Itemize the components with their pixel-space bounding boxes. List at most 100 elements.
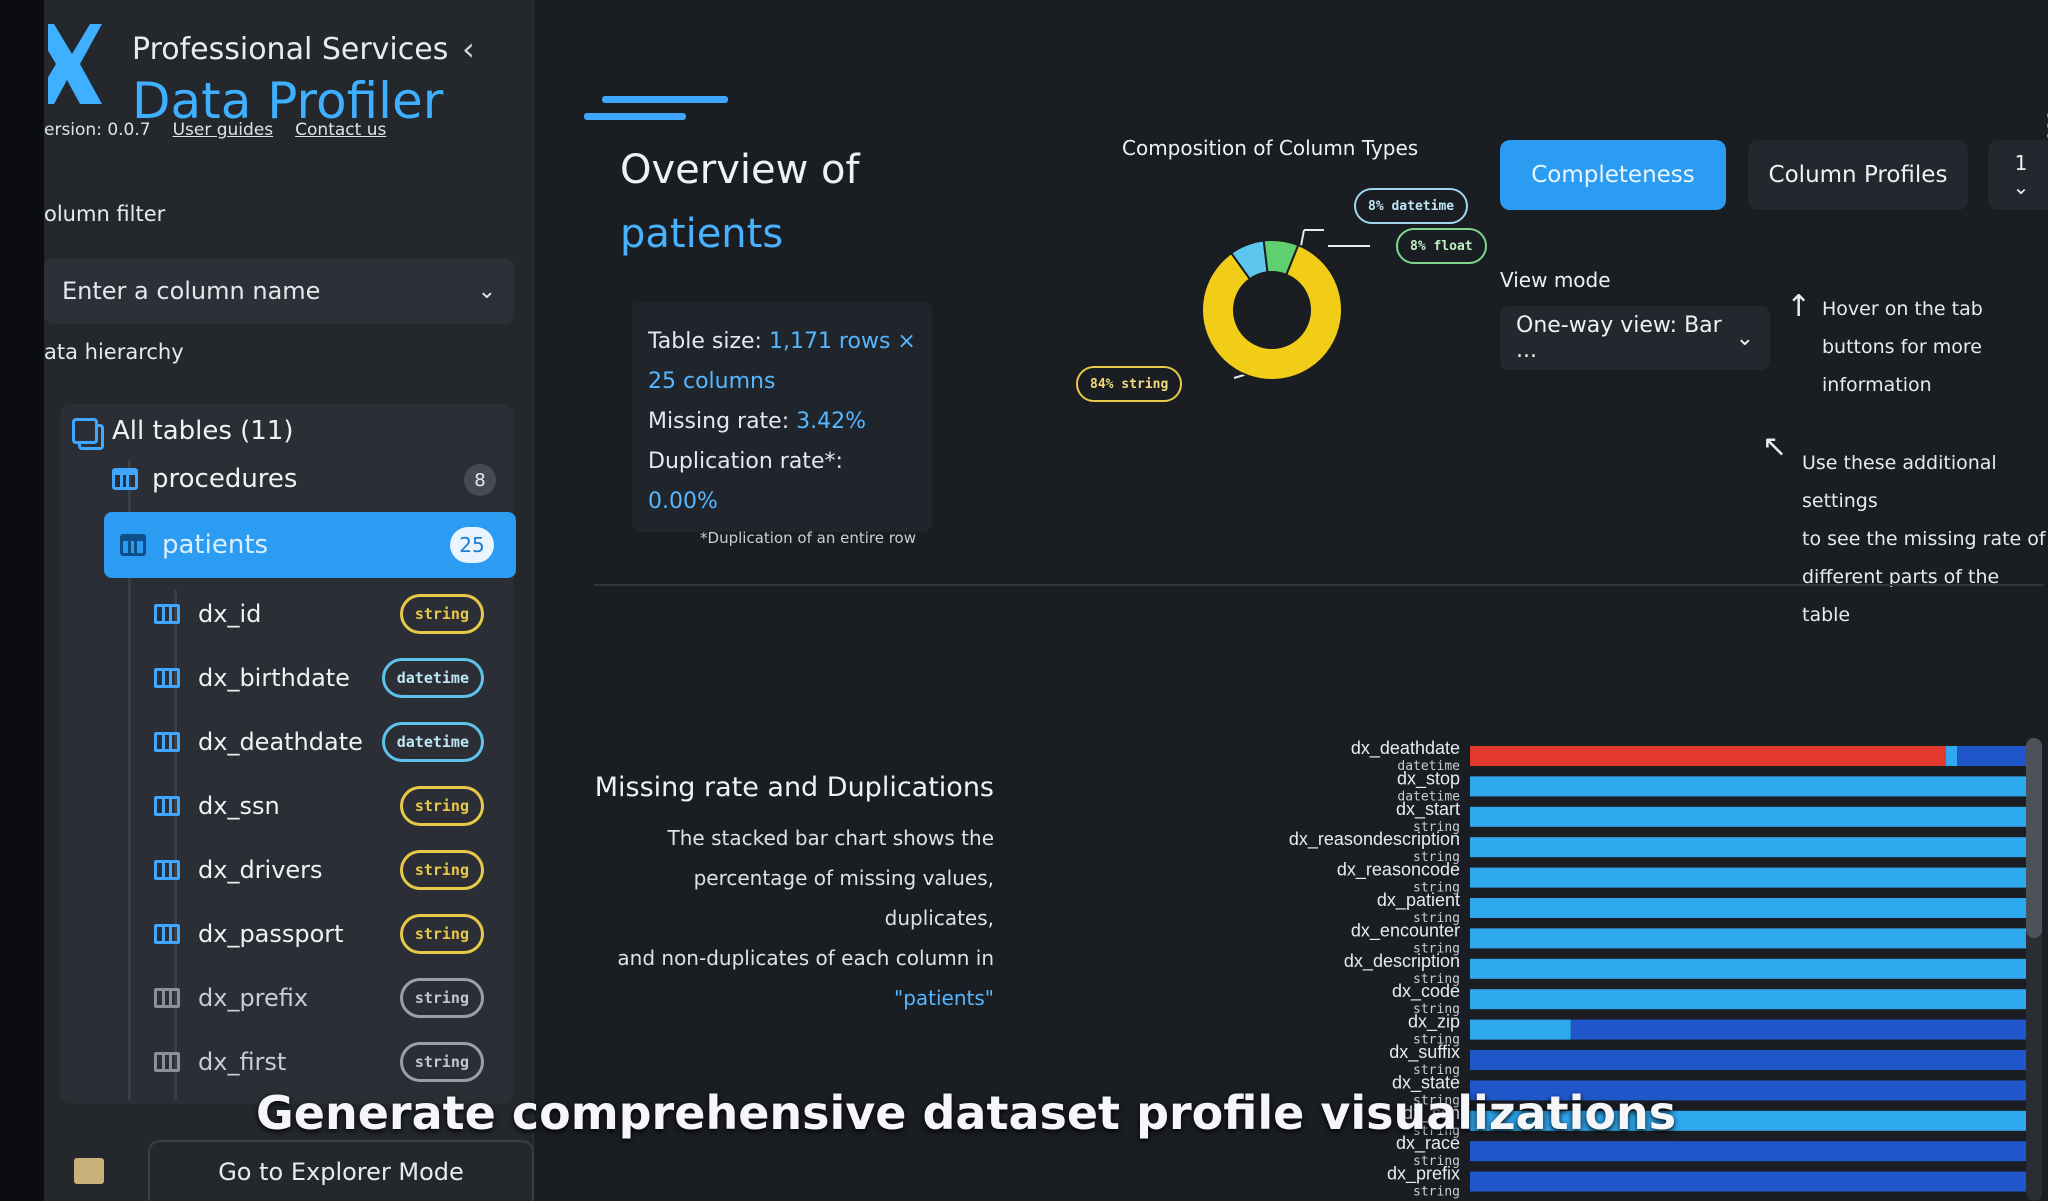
column-name: dx_drivers xyxy=(198,856,323,884)
donut-slice-string[interactable] xyxy=(1201,243,1343,381)
collapse-sidebar-icon[interactable]: ‹ xyxy=(462,30,475,68)
tab-more-dropdown[interactable]: 1 ⌄ xyxy=(1988,140,2048,210)
duplication-rate-stat: Duplication rate*: 0.00% xyxy=(648,449,843,514)
composition-donut-chart xyxy=(1201,229,1370,381)
column-name: dx_deathdate xyxy=(198,728,363,756)
type-badge: string xyxy=(399,850,484,890)
tab-hint: ↑ Hover on the tab buttons for more info… xyxy=(1786,289,1983,396)
column-filter-select[interactable]: Enter a column name ⌄ xyxy=(44,258,514,324)
bar-segment-duplicates[interactable] xyxy=(1470,1141,2030,1162)
bar-segment-non-duplicates[interactable] xyxy=(1470,898,2030,918)
meta-row: ersion: 0.0.7 User guides Contact us xyxy=(44,120,386,140)
archive-icon[interactable] xyxy=(74,1158,104,1184)
tree-guide-line xyxy=(128,460,131,1100)
bar-type-label: string xyxy=(1413,1093,1460,1108)
view-mode-select[interactable]: One-way view: Bar ... ⌄ xyxy=(1500,306,1770,370)
brand-subtitle: Professional Services xyxy=(132,32,449,67)
bar-type-label: string xyxy=(1413,1124,1460,1139)
bar-segment-non-duplicates[interactable] xyxy=(1470,1019,1571,1040)
main-panel: Overview of patients Table size: 1,171 r… xyxy=(534,0,2048,1201)
bar-segment-non-duplicates[interactable] xyxy=(1470,1110,2030,1131)
table-size-stat: Table size: 1,171 rows × 25 columns xyxy=(648,329,916,394)
user-guides-link[interactable]: User guides xyxy=(172,120,274,140)
column-icon xyxy=(154,732,180,752)
column-icon xyxy=(154,988,180,1008)
column-item[interactable]: dx_passport string xyxy=(154,908,514,960)
bar-segment-missing[interactable] xyxy=(1470,746,1946,766)
data-hierarchy-label: ata hierarchy xyxy=(44,340,184,364)
bar-type-label: string xyxy=(1413,1154,1460,1169)
chevron-down-icon: ⌄ xyxy=(1735,325,1754,351)
bar-segment-non-duplicates[interactable] xyxy=(1470,928,2030,949)
tree-item-all-tables[interactable]: All tables (11) xyxy=(72,416,294,446)
explorer-mode-button[interactable]: Go to Explorer Mode xyxy=(148,1140,534,1201)
column-icon xyxy=(154,668,180,688)
column-item[interactable]: dx_deathdate datetime xyxy=(154,716,514,768)
column-name: dx_id xyxy=(198,600,262,628)
column-name: dx_passport xyxy=(198,920,344,948)
column-icon xyxy=(154,860,180,880)
bar-segment-duplicates[interactable] xyxy=(1470,1050,2030,1070)
column-filter-label: olumn filter xyxy=(44,202,166,226)
decorative-lines xyxy=(584,96,728,130)
bar-type-label: string xyxy=(1413,820,1460,835)
bar-category-label: dx_description xyxy=(1344,951,1460,972)
bar-category-label: dx_stop xyxy=(1397,768,1460,789)
arrow-up-left-icon: ↖ xyxy=(1762,429,1788,464)
type-badge: string xyxy=(399,594,484,634)
overview-title: Overview of patients xyxy=(620,138,860,266)
column-item[interactable]: dx_id string xyxy=(154,588,514,640)
column-item[interactable]: dx_prefix string xyxy=(154,972,514,1024)
bar-category-label: dx_race xyxy=(1396,1133,1460,1154)
bar-type-label: string xyxy=(1413,881,1460,896)
procedures-label: procedures xyxy=(152,464,298,494)
type-badge: datetime xyxy=(381,658,484,698)
bar-segment-non-duplicates[interactable] xyxy=(1470,989,2030,1010)
tree-item-procedures[interactable]: procedures 8 xyxy=(112,464,512,496)
app-window: Professional Services Data Profiler ‹ er… xyxy=(44,0,2048,1201)
column-item[interactable]: dx_first string xyxy=(154,1036,514,1088)
patients-count-badge: 25 xyxy=(450,527,494,563)
bar-segment-duplicates[interactable] xyxy=(1470,1171,2030,1192)
column-item[interactable]: dx_birthdate datetime xyxy=(154,652,514,704)
bar-segment-duplicates[interactable] xyxy=(1470,1080,2030,1101)
tree-item-patients[interactable]: patients 25 xyxy=(104,512,516,578)
type-badge: string xyxy=(399,978,484,1018)
missing-rate-bar-chart: dx_deathdatedatetimedx_stopdatetimedx_st… xyxy=(1289,738,2030,1200)
bar-category-label: dx_patient xyxy=(1377,890,1460,911)
duplication-note: *Duplication of an entire row xyxy=(700,529,916,547)
bar-segment-non-duplicates[interactable] xyxy=(1946,746,1958,766)
bar-category-label: dx_encounter xyxy=(1351,920,1460,941)
bar-segment-non-duplicates[interactable] xyxy=(1470,958,2030,979)
bar-segment-non-duplicates[interactable] xyxy=(1470,776,2030,797)
all-tables-label: All tables (11) xyxy=(112,416,294,446)
tab-column-profiles[interactable]: Column Profiles xyxy=(1748,140,1968,210)
column-icon xyxy=(154,1052,180,1072)
column-icon xyxy=(154,924,180,944)
bar-type-label: string xyxy=(1413,972,1460,987)
bar-segment-duplicates[interactable] xyxy=(1570,1019,2030,1040)
type-badge: string xyxy=(399,786,484,826)
chart-scrollbar-thumb[interactable] xyxy=(2026,738,2042,938)
bar-segment-non-duplicates[interactable] xyxy=(1470,867,2030,888)
bar-category-label: dx_ssn xyxy=(1403,1103,1460,1124)
bar-type-label: datetime xyxy=(1397,759,1460,774)
column-item[interactable]: dx_ssn string xyxy=(154,780,514,832)
more-options-icon[interactable]: ⋮ xyxy=(2034,108,2048,143)
tab-completeness[interactable]: Completeness xyxy=(1500,140,1726,210)
bar-segment-duplicates[interactable] xyxy=(1957,746,2030,766)
stats-card: Table size: 1,171 rows × 25 columns Miss… xyxy=(632,302,932,547)
bar-segment-non-duplicates[interactable] xyxy=(1470,837,2030,858)
bar-category-label: dx_zip xyxy=(1408,1012,1460,1033)
bar-category-label: dx_reasoncode xyxy=(1337,860,1460,881)
bar-segment-non-duplicates[interactable] xyxy=(1470,806,2030,827)
overview-table-name: patients xyxy=(620,211,784,257)
contact-us-link[interactable]: Contact us xyxy=(295,120,387,140)
bar-category-label: dx_deathdate xyxy=(1351,738,1460,759)
sidebar: Professional Services Data Profiler ‹ er… xyxy=(44,0,534,1201)
column-filter-placeholder: Enter a column name xyxy=(62,277,321,305)
donut-slice-float[interactable] xyxy=(1262,239,1300,277)
bar-category-label: dx_suffix xyxy=(1389,1042,1460,1063)
column-name: dx_prefix xyxy=(198,984,309,1012)
column-item[interactable]: dx_drivers string xyxy=(154,844,514,896)
